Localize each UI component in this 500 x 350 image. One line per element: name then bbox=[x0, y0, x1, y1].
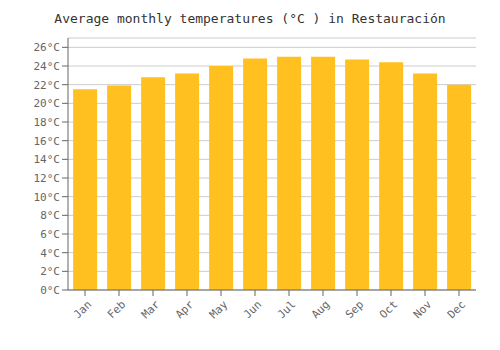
svg-text:12°C: 12°C bbox=[34, 172, 61, 185]
svg-text:26°C: 26°C bbox=[34, 41, 61, 54]
svg-text:18°C: 18°C bbox=[34, 116, 61, 129]
svg-text:16°C: 16°C bbox=[34, 135, 61, 148]
html-text:Average monthly temperatures (: Average monthly temperatures (°C ) in Re… bbox=[54, 11, 446, 26]
svg-text:Apr: Apr bbox=[173, 298, 197, 322]
svg-text:4°C: 4°C bbox=[40, 247, 60, 260]
svg-text:Sep: Sep bbox=[343, 298, 366, 321]
svg-text:8°C: 8°C bbox=[40, 209, 60, 222]
svg-text:Mar: Mar bbox=[139, 298, 163, 322]
svg-text:20°C: 20°C bbox=[34, 97, 61, 110]
svg-text:2°C: 2°C bbox=[40, 265, 60, 278]
svg-text:0°C: 0°C bbox=[40, 284, 60, 297]
svg-text:Nov: Nov bbox=[411, 298, 435, 322]
svg-text:14°C: 14°C bbox=[34, 153, 61, 166]
svg-text:Jul: Jul bbox=[275, 298, 298, 321]
svg-text:Oct: Oct bbox=[377, 298, 400, 321]
svg-text:22°C: 22°C bbox=[34, 79, 61, 92]
svg-text:Dec: Dec bbox=[445, 298, 468, 321]
svg-text:10°C: 10°C bbox=[34, 191, 61, 204]
svg-text:24°C: 24°C bbox=[34, 60, 61, 73]
svg-text:May: May bbox=[207, 298, 231, 322]
svg-text:Feb: Feb bbox=[105, 298, 128, 321]
svg-text:Aug: Aug bbox=[309, 298, 332, 321]
svg-text:Jan: Jan bbox=[71, 298, 94, 321]
svg-text:Jun: Jun bbox=[241, 298, 264, 321]
svg-text:6°C: 6°C bbox=[40, 228, 60, 241]
